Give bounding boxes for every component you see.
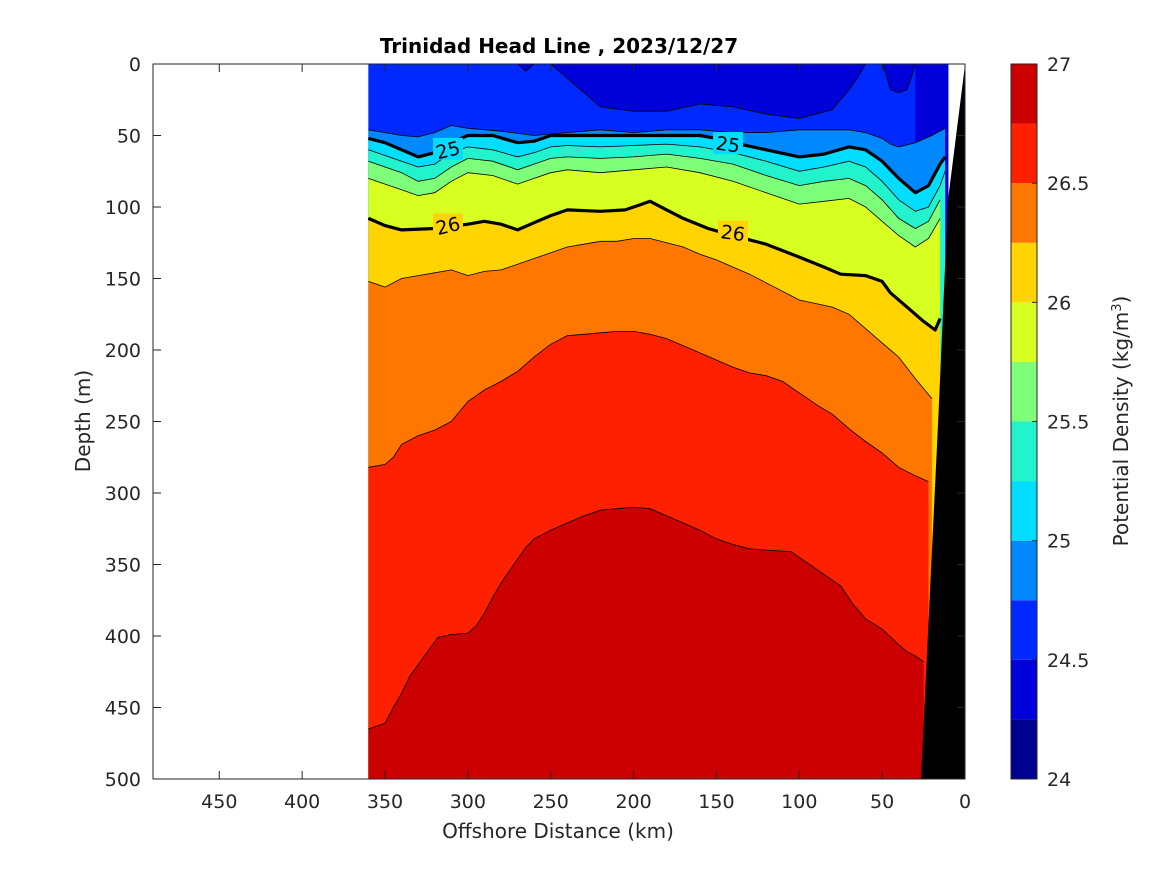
colorbar-segment [1011,421,1037,482]
contour-line-25.5 [368,153,941,229]
x-tick-label: 400 [284,791,320,813]
y-tick-label: 0 [129,54,141,76]
colorbar-segment [1011,302,1037,362]
colorbar-tick-label: 26.5 [1047,173,1089,195]
colorbar-label-sup: 3 [1110,303,1125,311]
y-tick-label: 200 [105,340,141,362]
contour-line-25.75 [368,166,941,248]
colorbar-segment [1011,540,1037,601]
x-tick-label: 0 [959,791,971,813]
contour-line-26.75 [368,506,924,730]
colorbar-tick-label: 24 [1047,769,1071,791]
x-tick-label: 100 [781,791,817,813]
contour-label-26: 26 [719,221,746,246]
colorbar-segment [1011,481,1037,541]
y-tick-label: 500 [105,769,141,791]
contour-label-bg [713,132,744,155]
bathymetry-shelf [921,64,965,779]
colorbar-label: Potential Density (kg/m3) [1109,296,1133,547]
y-tick-label: 450 [105,698,141,720]
colorbar-segment [1011,600,1037,660]
fill-band-26.75 [368,507,949,779]
contour-bold-26 [367,199,942,332]
x-tick-label: 300 [450,791,486,813]
contour-line-26.5 [368,330,929,482]
colorbar-tick-label: 27 [1047,54,1071,76]
x-tick-label: 450 [201,791,237,813]
colorbar: 24 24.5 25 25.5 26 26.5 27 [1010,54,1089,791]
contour-label-bg [432,213,463,236]
x-axis: 450 400 350 300 250 200 150 100 50 0 [201,64,971,813]
colorbar-segment [1011,242,1037,303]
y-tick-label: 400 [105,626,141,648]
colorbar-segment [1011,659,1037,720]
y-axis: 0 50 100 150 200 250 300 350 400 450 500 [105,54,965,791]
colorbar-segment [1011,183,1037,243]
contour-line-24.5 [368,64,916,119]
contour-label-bg [718,220,748,243]
y-tick-label: 150 [105,269,141,291]
colorbar-tick-label: 25.5 [1047,412,1089,434]
y-tick-label: 100 [105,197,141,219]
contour-label-25: 25 [714,132,741,157]
y-tick-label: 300 [105,483,141,505]
y-axis-label: Depth (m) [71,370,95,472]
x-tick-label: 200 [615,791,651,813]
contour-line-26.25 [368,238,933,399]
contour-label-bg [432,137,463,160]
x-tick-label: 50 [870,791,894,813]
chart-title: Trinidad Head Line , 2023/12/27 [380,34,738,58]
contour-fills [368,64,949,779]
colorbar-label-prefix: Potential Density (kg/m [1109,312,1133,547]
x-tick-label: 250 [533,791,569,813]
colorbar-label-suffix: ) [1109,296,1133,304]
colorbar-segment [1011,361,1037,422]
colorbar-tick-label: 26 [1047,292,1071,314]
y-tick-label: 250 [105,412,141,434]
x-tick-label: 350 [367,791,403,813]
contour-line-24.75 [368,125,946,148]
x-tick-label: 150 [698,791,734,813]
y-tick-label: 50 [117,126,141,148]
y-tick-label: 350 [105,555,141,577]
colorbar-segment [1011,123,1037,184]
colorbar-segment [1011,64,1037,124]
colorbar-tick-label: 25 [1047,531,1071,553]
x-axis-label: Offshore Distance (km) [442,819,674,843]
colorbar-segment [1011,719,1037,779]
colorbar-tick-label: 24.5 [1047,650,1089,672]
